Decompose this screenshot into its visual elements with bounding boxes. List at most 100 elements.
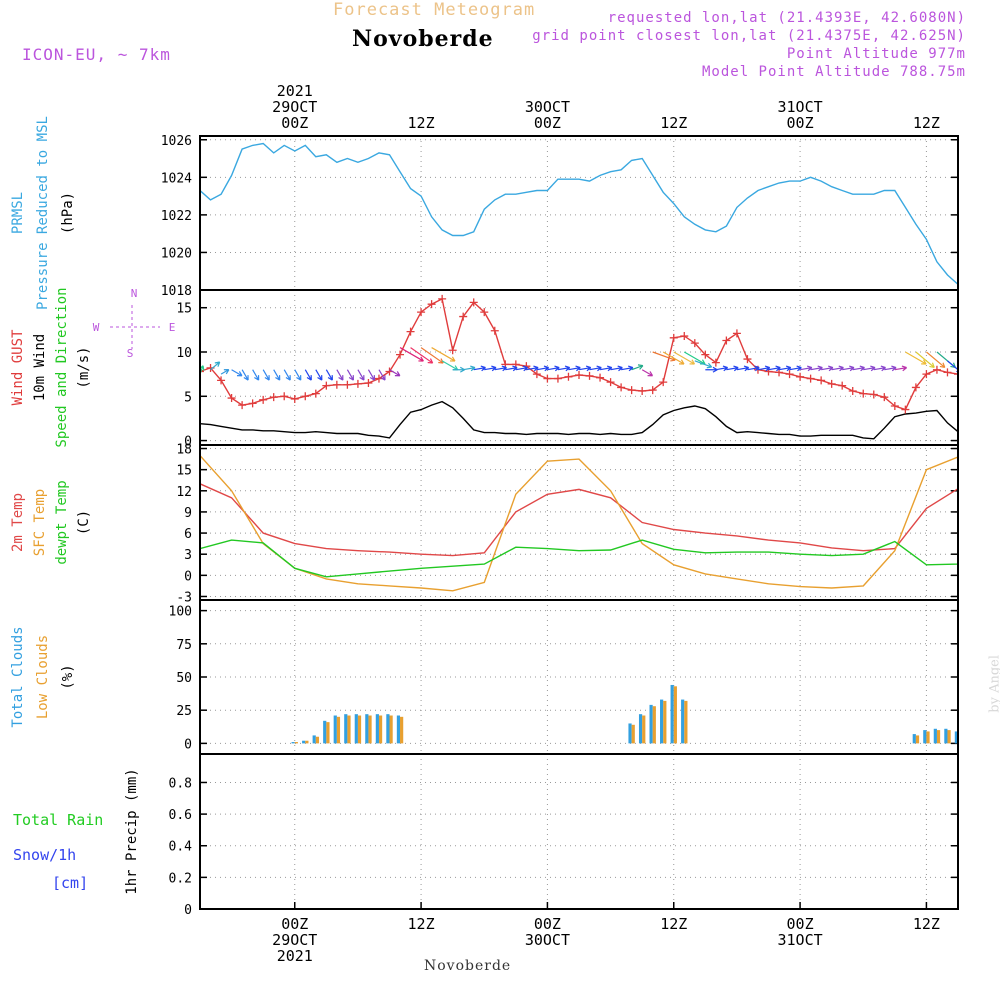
bottom-station-name: Novoberde <box>424 958 512 974</box>
gust-marker <box>922 370 931 379</box>
cloud-bar <box>638 714 643 744</box>
cloud-bar <box>302 740 306 744</box>
ylabel-wind: 10m Wind <box>32 334 48 401</box>
wind-arrow <box>536 365 550 372</box>
bottom-tick-label: 00Z <box>534 915 561 933</box>
bottom-tick-label: 12Z <box>913 915 940 933</box>
gust-marker <box>469 298 478 307</box>
gust-marker <box>259 395 268 404</box>
ytick-label-wind: 15 <box>176 302 192 317</box>
bottom-tick-label: 00Z <box>281 915 308 933</box>
wind-arrow <box>389 369 401 377</box>
panel-frame-temp <box>199 444 959 601</box>
bottom-tick-label: 29OCT <box>272 931 317 949</box>
cloud-bar <box>681 699 685 744</box>
ylabel-temp: (C) <box>76 510 92 535</box>
precip-legend-item: Total Rain <box>13 811 103 829</box>
wind-arrow <box>367 369 376 381</box>
cloud-bar <box>628 723 632 744</box>
bottom-tick-label: 2021 <box>277 947 313 965</box>
wind-arrow <box>873 365 886 372</box>
wind-arrow <box>526 365 539 372</box>
gust-marker <box>986 370 994 378</box>
compass-label: N <box>131 287 138 300</box>
compass-label: E <box>169 321 176 334</box>
precip-legend-item: Snow/1h <box>13 846 76 864</box>
cloud-bar <box>347 715 351 744</box>
series-wind-1 <box>200 297 958 411</box>
cloud-bar <box>336 716 341 744</box>
wind-arrow <box>241 369 249 381</box>
wind-arrow <box>410 347 434 364</box>
gust-marker <box>638 386 647 395</box>
ytick-label-temp: 6 <box>184 527 192 542</box>
wind-arrow <box>641 369 654 377</box>
wind-arrow <box>610 365 623 372</box>
cloud-bar <box>354 714 358 744</box>
top-tick-label: 29OCT <box>272 98 317 116</box>
gust-marker <box>238 401 247 410</box>
cloud-bar <box>673 686 677 744</box>
gust-marker <box>932 365 941 374</box>
cloud-bar <box>326 722 330 744</box>
chart-title: Forecast Meteogram <box>333 0 536 20</box>
wind-arrow <box>631 364 644 371</box>
gust-marker <box>311 389 320 398</box>
model-altitude: Model Point Altitude 788.75m <box>701 64 966 80</box>
panel-clouds: 0 25 50 75 100 <box>169 599 968 755</box>
wind-arrow <box>568 365 581 372</box>
gust-marker <box>364 379 373 387</box>
gust-marker <box>806 374 815 383</box>
gust-marker <box>996 375 1000 383</box>
gust-marker <box>269 393 278 402</box>
cloud-bar <box>378 715 383 744</box>
gust-marker <box>880 393 889 402</box>
ytick-label-temp: 3 <box>184 548 192 563</box>
ytick-label-wind: 10 <box>176 346 192 361</box>
wind-arrow <box>694 360 713 369</box>
gust-marker <box>722 336 731 345</box>
cloud-bar <box>954 731 958 744</box>
wind-arrow <box>346 369 354 381</box>
gust-marker <box>227 394 236 403</box>
panel-frame-precip <box>199 753 959 910</box>
ytick-label-clouds: 100 <box>169 605 192 620</box>
gust-marker <box>901 405 910 414</box>
wind-arrow <box>905 351 927 365</box>
ytick-label-temp: -3 <box>176 590 192 605</box>
ylabel-precip: 1hr Precip (mm) <box>124 768 140 894</box>
ytick-label-pressure: 1024 <box>161 171 192 186</box>
panel-labels-group: PRMSL Pressure Reduced to MSL (hPa) Wind GU… <box>10 116 175 895</box>
wind-arrow <box>473 365 486 372</box>
ylabel-pressure: (hPa) <box>60 192 76 234</box>
compass-label: S <box>127 347 134 360</box>
wind-arrow <box>252 369 260 381</box>
ytick-label-clouds: 75 <box>176 638 192 653</box>
ylabel-temp: SFC Temp <box>32 489 48 556</box>
ytick-label-wind: 5 <box>184 390 192 405</box>
cloud-bar <box>365 714 369 744</box>
wind-arrow <box>599 365 613 372</box>
wind-arrow <box>831 365 844 372</box>
cloud-bar <box>305 740 309 744</box>
ytick-label-temp: 18 <box>176 443 192 458</box>
cloud-bar <box>965 735 968 743</box>
ytick-label-clouds: 25 <box>176 704 192 719</box>
cloud-bar <box>684 700 688 744</box>
cloud-bar <box>294 742 298 744</box>
wind-arrow <box>884 365 897 372</box>
wind-arrow <box>484 365 497 372</box>
ytick-label-pressure: 1026 <box>161 134 192 149</box>
gust-marker <box>617 383 626 392</box>
data-temp <box>200 455 958 592</box>
wind-arrow <box>778 365 792 372</box>
panel-precip: 0 0.2 0.4 0.6 0.8 <box>169 753 959 918</box>
gust-marker <box>648 386 657 395</box>
gust-marker <box>869 390 878 399</box>
gust-marker <box>248 399 257 408</box>
signature: by Angel <box>988 655 1000 713</box>
ytick-label-temp: 0 <box>184 569 192 584</box>
wind-arrow <box>231 369 243 377</box>
